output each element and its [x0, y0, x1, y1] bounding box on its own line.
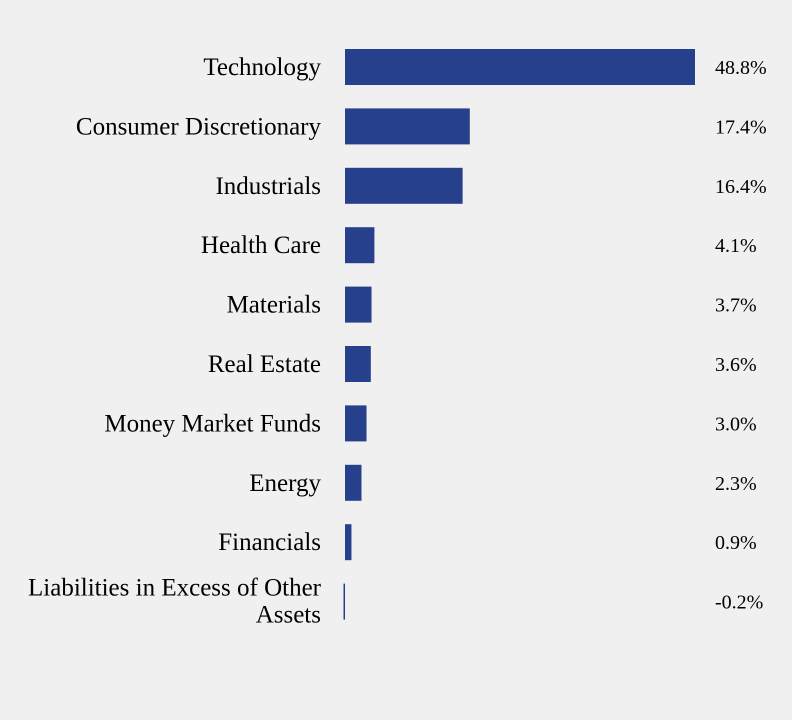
category-label-energy: Energy	[249, 470, 321, 497]
value-labels-group: 48.8% 17.4% 16.4% 4.1% 3.7% 3.6% 3.0% 2.3% 0.9% -…	[715, 57, 767, 614]
bars-group	[343, 49, 695, 620]
bar-real-estate	[345, 346, 371, 382]
bar-industrials	[345, 167, 463, 204]
value-label-materials: 3.7%	[715, 295, 757, 317]
category-label-liabilities-in-excess-of-other-assets: Liabilities in Excess of Other Assets	[28, 575, 322, 629]
bar-technology	[345, 49, 695, 85]
category-label-money-market-funds: Money Market Funds	[104, 410, 321, 437]
category-labels-group: Technology Consumer Discretionary Industri…	[28, 54, 322, 629]
value-label-real-estate: 3.6%	[715, 354, 757, 376]
category-label-materials: Materials	[227, 292, 321, 319]
bar-consumer-discretionary	[345, 108, 470, 145]
bar-money-market-funds	[345, 405, 367, 442]
category-label-technology: Technology	[203, 54, 321, 81]
category-label-financials: Financials	[218, 529, 321, 556]
value-label-energy: 2.3%	[715, 473, 757, 495]
value-label-health-care: 4.1%	[715, 235, 757, 257]
category-label-health-care: Health Care	[201, 232, 321, 259]
bar-materials	[345, 286, 372, 323]
bar-health-care	[345, 227, 375, 264]
bar-liabilities-in-excess-of-other-assets	[343, 583, 345, 620]
bar-energy	[345, 464, 362, 501]
value-label-money-market-funds: 3.0%	[715, 413, 757, 435]
value-label-technology: 48.8%	[715, 57, 767, 79]
value-label-consumer-discretionary: 17.4%	[715, 116, 767, 138]
category-label-real-estate: Real Estate	[208, 351, 321, 378]
bar-financials	[345, 524, 352, 561]
value-label-industrials: 16.4%	[715, 176, 767, 198]
value-label-financials: 0.9%	[715, 532, 757, 554]
value-label-liabilities-in-excess-of-other-assets: -0.2%	[715, 592, 763, 614]
category-label-consumer-discretionary: Consumer Discretionary	[76, 113, 322, 140]
category-label-industrials: Industrials	[215, 173, 321, 200]
